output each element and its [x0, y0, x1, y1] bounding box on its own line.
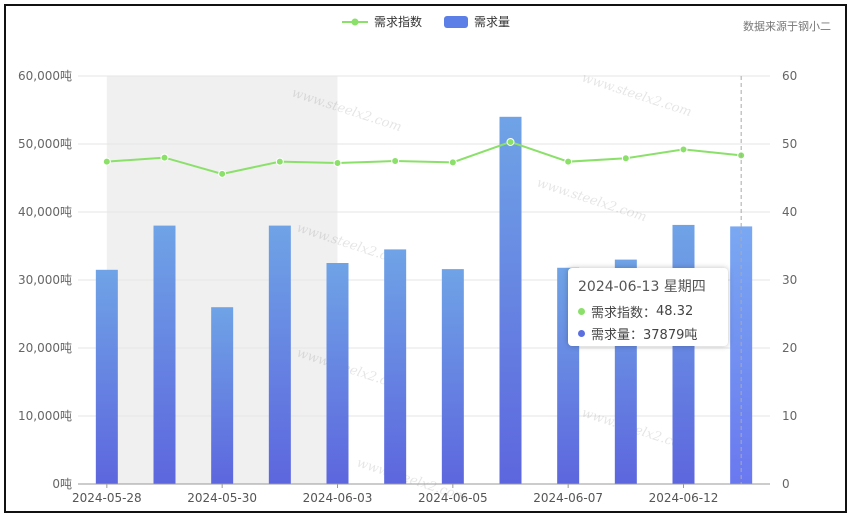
bar	[268, 225, 291, 484]
y-right-tick-label: 50	[782, 137, 797, 151]
index-point	[160, 153, 169, 162]
bar	[499, 116, 522, 485]
y-left-tick-label: 40,000吨	[18, 205, 72, 219]
index-point	[391, 157, 400, 165]
bar	[384, 249, 407, 484]
tooltip-index-label: 需求指数：	[591, 306, 657, 321]
bar	[153, 225, 176, 484]
index-line	[106, 140, 742, 175]
chart-frame: www.steelx2.com www.steelx2.com www.steelx…	[4, 4, 847, 513]
y-right-tick-label: 20	[782, 341, 797, 355]
legend-dot-icon	[351, 18, 359, 26]
tooltip-title: 2024-06-13 星期四	[578, 279, 706, 295]
axes: 0吨 0 10,000吨 10 20,000吨 20 30,000吨 30 40,000吨 40 5…	[18, 69, 797, 505]
legend-item-volume: 需求量	[444, 15, 510, 29]
bar	[211, 307, 234, 484]
x-tick-label: 2024-05-28	[72, 491, 142, 505]
tooltip-volume-label: 需求量：	[591, 328, 644, 343]
x-tick-label: 2024-06-03	[303, 491, 373, 505]
index-point	[333, 159, 342, 168]
legend-bar-icon	[444, 16, 468, 28]
watermark-text: www.steelx2.com	[535, 176, 649, 226]
index-dot-icon	[578, 308, 585, 315]
legend-label-index: 需求指数	[374, 14, 422, 29]
x-tick-label: 2024-06-07	[533, 491, 603, 505]
bar	[672, 224, 695, 485]
index-point	[102, 157, 111, 166]
y-right-tick-label: 10	[782, 409, 797, 423]
bar	[95, 269, 118, 484]
index-point	[679, 145, 688, 154]
bar	[441, 269, 464, 484]
line-series	[102, 137, 746, 178]
y-left-tick-label: 10,000吨	[18, 409, 72, 423]
index-point	[506, 137, 515, 146]
y-right-tick-label: 60	[782, 69, 797, 83]
bar	[326, 263, 349, 484]
source-note: 数据来源于钢小二	[743, 20, 831, 33]
volume-dot-icon	[578, 330, 585, 337]
y-left-tick-label: 30,000吨	[18, 273, 72, 287]
legend-item-index: 需求指数	[342, 14, 422, 29]
tooltip-row-volume: 需求量： 37879吨	[578, 324, 718, 343]
index-point	[275, 157, 284, 166]
x-tick-label: 2024-06-12	[649, 491, 719, 505]
y-left-tick-label: 60,000吨	[18, 69, 72, 83]
y-right-tick-label: 0	[782, 477, 790, 491]
x-tick-label: 2024-06-05	[418, 491, 488, 505]
y-right-tick-label: 30	[782, 273, 797, 287]
legend[interactable]: 需求指数 需求量	[342, 14, 510, 29]
legend-label-volume: 需求量	[474, 15, 510, 29]
y-right-tick-label: 40	[782, 205, 797, 219]
chart-tooltip: 2024-06-13 星期四 需求指数： 48.32 需求量： 37879吨	[568, 268, 728, 346]
x-tick-label: 2024-05-30	[187, 491, 257, 505]
tooltip-index-value: 48.32	[656, 304, 694, 319]
tooltip-row-index: 需求指数： 48.32	[578, 302, 718, 321]
index-point	[621, 154, 630, 163]
index-point	[564, 157, 573, 166]
y-left-tick-label: 0吨	[52, 477, 72, 491]
y-left-tick-label: 20,000吨	[18, 341, 72, 355]
tooltip-volume-value: 37879吨	[643, 328, 698, 343]
y-left-tick-label: 50,000吨	[18, 137, 72, 151]
chart-canvas: www.steelx2.com www.steelx2.comwww.steelx…	[18, 14, 797, 505]
watermark-text: www.steelx2.com	[580, 71, 694, 121]
index-point	[218, 169, 227, 178]
bar	[730, 226, 753, 485]
index-point	[448, 158, 457, 167]
